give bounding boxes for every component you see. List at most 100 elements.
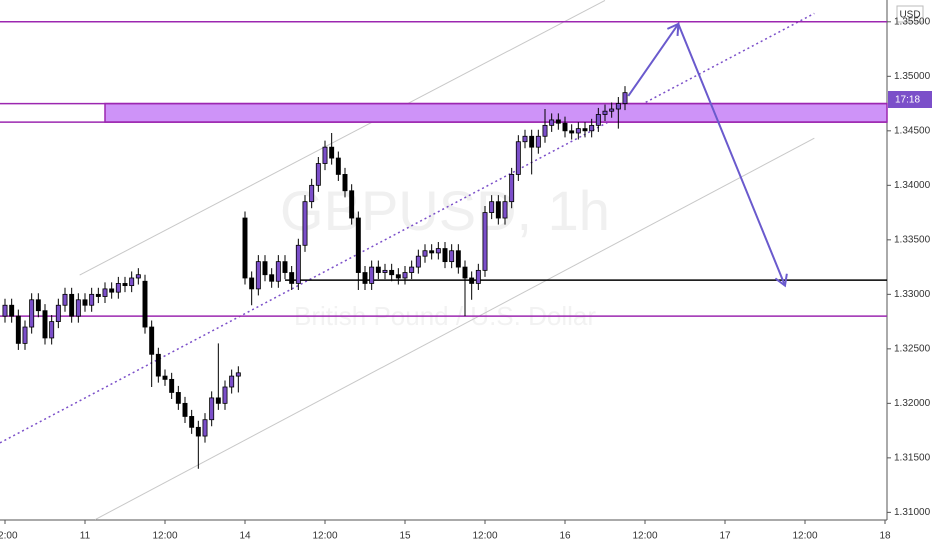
candle-body [122,283,128,287]
candle-body [82,299,88,306]
x-tick-label: 16 [559,531,571,542]
candle-body [269,274,275,282]
candle-body [429,250,435,254]
y-tick-label: 1.33000 [894,289,931,300]
candle-body [115,283,121,293]
candle-body [62,293,68,306]
y-tick-label: 1.32500 [894,343,931,354]
x-tick-label: 18 [879,531,891,542]
candle-body [75,299,81,317]
x-tick-label: 14 [239,531,251,542]
candle-body [9,304,15,317]
zone [104,102,888,123]
candle-body [89,293,95,306]
x-tick-label: 12:00 [152,531,177,542]
candle-body [49,321,55,339]
candle-body [235,372,241,377]
candle-body [382,269,388,273]
candle-body [275,261,281,282]
y-tick-label: 1.34000 [894,180,931,191]
candle-body [589,124,595,132]
y-tick-label: 1.34500 [894,125,931,136]
arrow-head [666,22,680,37]
y-tick-label: 1.35000 [894,71,931,82]
candle-body [69,293,75,317]
candle-body [322,146,328,164]
candle-body [609,108,615,112]
candle-body [509,174,515,203]
x-tick-label: 17 [719,531,731,542]
candle-body [95,293,101,297]
candle-body [29,299,35,328]
candle-body [469,277,475,284]
candle-body [562,122,568,132]
candle-body [162,375,168,380]
candle-body [582,128,588,132]
candle-body [442,248,448,263]
x-tick-label: 11 [80,531,91,542]
candle-body [569,130,575,134]
candle-body [175,392,181,404]
candle-body [195,426,201,437]
candle-body [435,248,441,254]
candle-body [549,119,555,126]
candle-body [535,135,541,148]
y-tick-label: 1.31000 [894,507,931,518]
candle-body [602,110,608,115]
candle-body [135,274,141,279]
candle-body [482,212,488,271]
candle-body [102,288,108,297]
candle-body [2,304,8,317]
candle-body [169,378,175,393]
countdown-box [888,91,932,108]
candle-body [202,419,208,437]
candle-body [15,315,21,344]
x-tick-label: 12:00 [312,531,337,542]
candle-body [282,261,288,273]
candle-body [409,266,415,273]
x-tick-label: 12:00 [472,531,497,542]
x-tick-label: 12:00 [632,531,657,542]
channel-line [79,0,606,276]
candle-body [149,326,155,355]
candle-body [315,163,321,186]
candle-body [355,217,361,273]
candle-body [595,114,601,126]
currency: USD [899,10,920,21]
candle-body [529,135,535,148]
candle-body [309,184,315,203]
candle-body [222,386,228,404]
candle-body [449,250,455,263]
currency-box [896,5,924,23]
projection-path [627,21,786,286]
countdown: 17:18 [895,95,920,106]
candle-body [209,397,215,421]
candle-body [422,250,428,257]
candle-body [622,92,628,104]
candle-body [42,310,48,339]
arrow-head [774,273,788,288]
y-tick-label: 1.31500 [894,453,931,464]
candle-body [415,255,421,268]
candle-body [369,266,375,284]
midline [0,12,815,444]
candle-body [142,280,148,328]
candle-body [329,146,335,159]
candle-body [489,201,495,213]
x-tick-label: 12:00 [0,531,18,542]
candle-body [262,261,268,276]
candle-body [249,277,255,290]
candle-body [515,141,521,175]
candle-body [502,201,508,219]
candle-body [349,190,355,219]
candle-body [362,272,368,284]
candle-body [155,353,161,377]
candle-body [55,304,61,322]
candle-body [295,244,301,284]
candle-body [289,272,295,284]
candle-body [302,201,308,246]
candle-body [22,326,28,344]
candle-body [255,261,261,290]
candle-body [229,375,235,388]
